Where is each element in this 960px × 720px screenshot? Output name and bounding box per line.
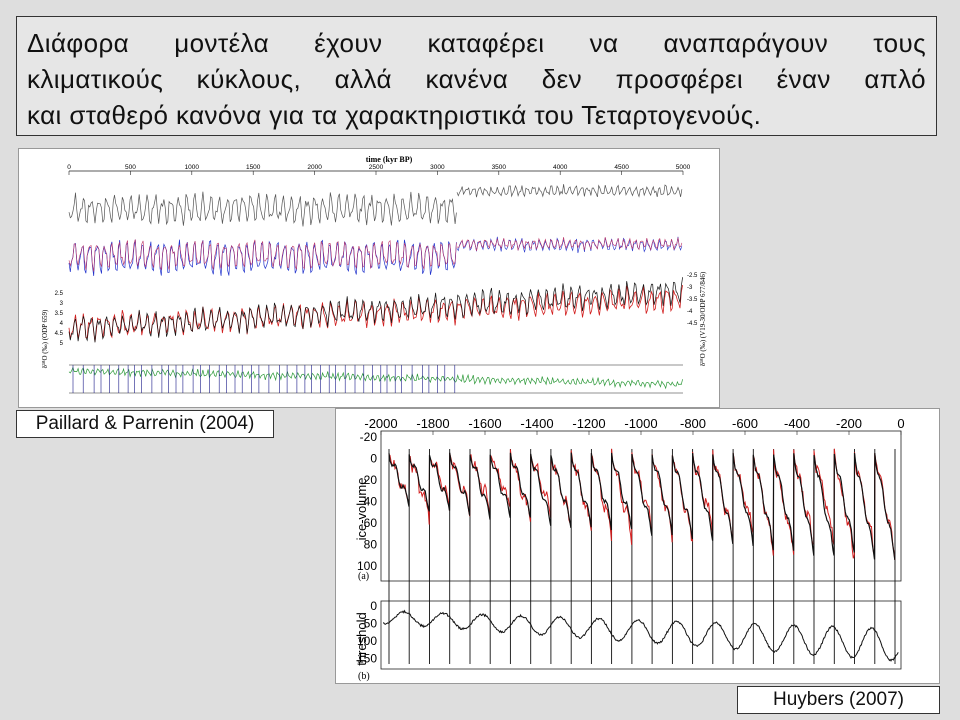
huybers-figure: -2000 -1800 -1600 -1400 -1200 -1000 -800 -600 -4…	[335, 408, 940, 684]
time-tick-label: 1000	[185, 164, 200, 171]
left-tick-label: 4.5	[55, 331, 64, 337]
huybers-plot: -2000 -1800 -1600 -1400 -1200 -1000 -800 -600 -4…	[354, 416, 905, 682]
threshold-tick-label: 0	[370, 599, 377, 613]
termination-lines	[388, 449, 896, 664]
ice-volume-label: ice-volume	[354, 478, 369, 541]
paillard-figure: time (kyr BP) 0 500 1000 1500 2000 2500 3000 35…	[18, 148, 720, 408]
huybers-caption: Huybers (2007)	[737, 686, 940, 714]
left-tick-label: 3.5	[55, 311, 64, 317]
ice-volume-tick-label: 100	[357, 559, 377, 573]
time-tick-label: 4000	[553, 164, 568, 171]
panel-b-label: (b)	[358, 671, 370, 682]
time-tick-label: 0	[67, 164, 71, 171]
time-tick-label: 500	[125, 164, 136, 171]
time-tick-label: 4500	[614, 164, 629, 171]
time-tick-label: -800	[680, 416, 706, 431]
ice-volume-tick-label: 20	[364, 473, 378, 487]
time-tick-label: 1500	[246, 164, 261, 171]
title-line-3: και σταθερό κανόνα για τα χαρακτηριστικά…	[27, 100, 762, 130]
ice-volume-tick-label: -20	[360, 430, 378, 444]
time-axis-label: time (kyr BP)	[366, 155, 413, 164]
blue-series-right	[456, 236, 683, 254]
navy-event-bars	[72, 365, 456, 393]
title-box: Διάφορα μοντέλα έχουν καταφέρει να αναπα…	[16, 16, 937, 136]
gray-series-left	[68, 191, 457, 227]
right-tick-label: -4	[687, 309, 693, 315]
time-tick-label: 5000	[676, 164, 691, 171]
threshold-tick-label: 100	[357, 634, 377, 648]
threshold-tick-label: 50	[364, 617, 378, 631]
left-tick-label: 3	[60, 301, 64, 307]
left-tick-label: 2.5	[55, 291, 64, 297]
left-axis-label: δ¹⁸O (‰) (ODP 659)	[41, 309, 49, 368]
purple-series-left	[68, 239, 457, 272]
time-tick-label: 2000	[307, 164, 322, 171]
threshold-label: threshold	[354, 612, 369, 665]
green-series	[68, 366, 683, 390]
ice-volume-tick-label: 60	[364, 516, 378, 530]
time-tick-label: -600	[732, 416, 758, 431]
time-tick-label: -1000	[624, 416, 657, 431]
time-tick-label: 3500	[492, 164, 507, 171]
right-tick-label: -2.5	[687, 273, 698, 279]
time-tick-label: 2500	[369, 164, 384, 171]
time-tick-label: 0	[897, 416, 904, 431]
right-tick-label: -3	[687, 285, 693, 291]
panel-a-label: (a)	[358, 571, 369, 582]
right-axis-label: δ¹⁸O (‰) (V19-30/ODP 677/846)	[699, 271, 707, 366]
ice-volume-tick-label: 40	[364, 495, 378, 509]
gray-series-right	[456, 184, 683, 198]
paillard-plot: time (kyr BP) 0 500 1000 1500 2000 2500 3000 35…	[41, 155, 707, 394]
paillard-caption: Paillard & Parrenin (2004)	[16, 410, 274, 438]
title-line-2: κλιματικούς κύκλους, αλλά κανένα δεν προ…	[27, 64, 926, 94]
black-model-series	[388, 452, 896, 560]
left-tick-label: 4	[60, 321, 64, 327]
red-series	[68, 285, 683, 342]
black-series	[68, 277, 683, 343]
ice-volume-tick-label: 0	[370, 452, 377, 466]
time-tick-label: -200	[836, 416, 862, 431]
time-tick-label: -1600	[468, 416, 501, 431]
red-data-series	[388, 448, 896, 560]
time-tick-label: -1200	[572, 416, 605, 431]
threshold-tick-label: 150	[357, 652, 377, 666]
ice-volume-tick-label: 80	[364, 538, 378, 552]
left-tick-label: 5	[60, 341, 64, 347]
time-tick-label: -400	[784, 416, 810, 431]
time-tick-label: -1800	[416, 416, 449, 431]
right-tick-label: -4.5	[687, 321, 698, 327]
threshold-series	[383, 609, 899, 662]
time-tick-label: 3000	[430, 164, 445, 171]
purple-series-right	[456, 237, 683, 251]
title-line-1: Διάφορα μοντέλα έχουν καταφέρει να αναπα…	[27, 28, 926, 58]
time-tick-label: -1400	[520, 416, 553, 431]
time-tick-label: -2000	[364, 416, 397, 431]
right-tick-label: -3.5	[687, 297, 698, 303]
